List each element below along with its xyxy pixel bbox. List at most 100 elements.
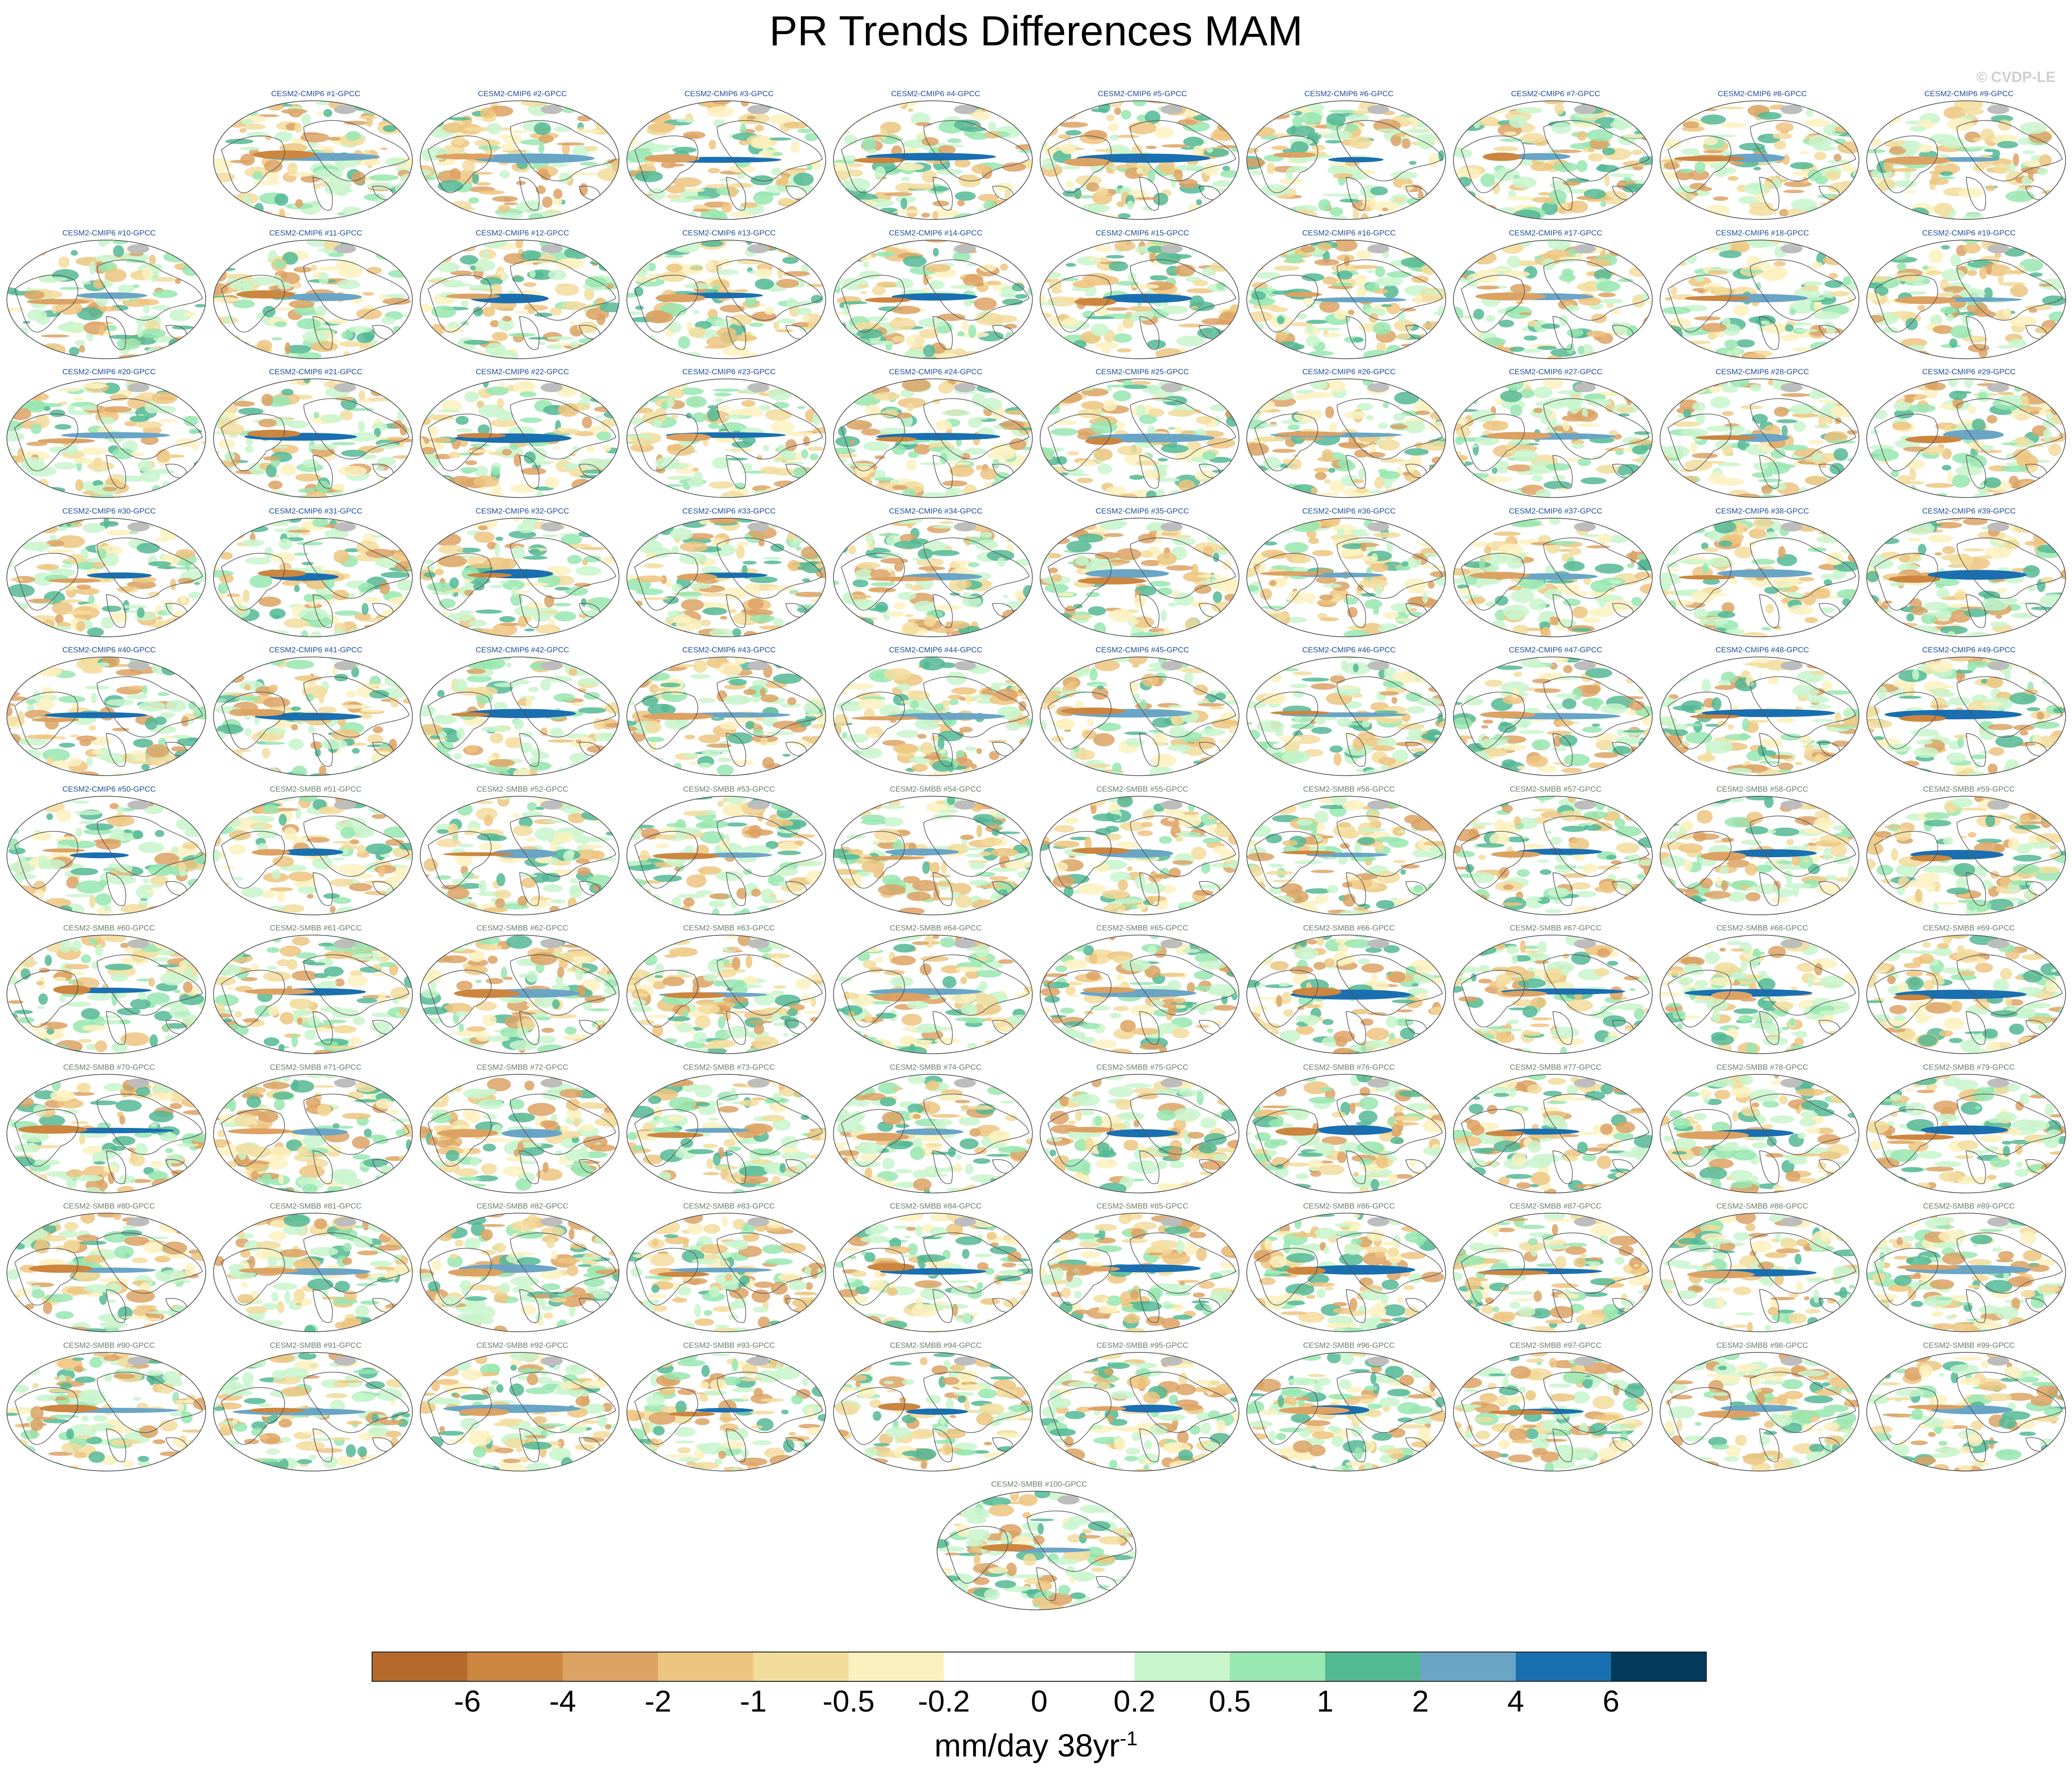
map-panel: CESM2-CMIP6 #35-GPCC xyxy=(1039,507,1246,644)
map-panel: CESM2-CMIP6 #1-GPCC xyxy=(212,89,419,227)
panel-label: CESM2-SMBB #60-GPCC xyxy=(63,924,155,932)
colorbar-tick-label: -4 xyxy=(549,1684,576,1718)
map-panel: CESM2-CMIP6 #38-GPCC xyxy=(1659,507,1866,644)
map-panel: CESM2-CMIP6 #23-GPCC xyxy=(625,367,833,505)
map-field xyxy=(833,378,1033,498)
panel-label: CESM2-SMBB #54-GPCC xyxy=(889,785,982,793)
panel-label: CESM2-CMIP6 #11-GPCC xyxy=(269,229,362,237)
map-panel: CESM2-SMBB #73-GPCC xyxy=(625,1063,833,1200)
map-panel: CESM2-CMIP6 #34-GPCC xyxy=(832,507,1039,644)
panel-label: CESM2-SMBB #69-GPCC xyxy=(1923,924,2015,932)
map-field xyxy=(833,1213,1033,1332)
panel-label: CESM2-CMIP6 #48-GPCC xyxy=(1715,646,1809,654)
panel-label: CESM2-SMBB #56-GPCC xyxy=(1303,785,1395,793)
map-field xyxy=(626,935,826,1054)
colorbar-swatch xyxy=(944,1652,1040,1681)
map-field xyxy=(213,1074,413,1193)
panel-label: CESM2-CMIP6 #30-GPCC xyxy=(62,507,156,515)
map-field xyxy=(420,656,619,776)
map-field xyxy=(420,796,619,915)
panel-label: CESM2-SMBB #83-GPCC xyxy=(683,1202,775,1210)
panel-label: CESM2-CMIP6 #7-GPCC xyxy=(1511,89,1601,98)
map-field xyxy=(1246,1074,1446,1193)
colorbar-swatch xyxy=(1516,1652,1612,1681)
map-field xyxy=(1660,1213,1859,1332)
map-field xyxy=(420,935,619,1054)
map-field xyxy=(1246,935,1446,1054)
map-panel: CESM2-CMIP6 #8-GPCC xyxy=(1659,89,1866,227)
map-field xyxy=(1866,1352,2066,1472)
map-panel: CESM2-SMBB #74-GPCC xyxy=(832,1063,1039,1200)
colorbar-swatch xyxy=(1420,1652,1516,1681)
panel-label: CESM2-SMBB #63-GPCC xyxy=(683,924,775,932)
panel-label: CESM2-CMIP6 #21-GPCC xyxy=(269,367,363,376)
panel-label: CESM2-CMIP6 #15-GPCC xyxy=(1095,229,1189,237)
map-panel: CESM2-CMIP6 #14-GPCC xyxy=(832,229,1039,366)
map-field xyxy=(1453,1074,1653,1193)
map-field xyxy=(1246,518,1446,637)
map-panel: CESM2-CMIP6 #13-GPCC xyxy=(625,229,833,366)
map-field xyxy=(420,240,619,359)
colorbar-tick-label: -6 xyxy=(454,1684,481,1718)
panel-label: CESM2-SMBB #81-GPCC xyxy=(269,1202,362,1210)
map-panel: CESM2-CMIP6 #11-GPCC xyxy=(212,229,419,366)
panel-label: CESM2-SMBB #68-GPCC xyxy=(1716,924,1809,932)
panel-label: CESM2-SMBB #86-GPCC xyxy=(1303,1202,1395,1210)
map-field xyxy=(1660,1074,1859,1193)
panel-label: CESM2-CMIP6 #12-GPCC xyxy=(475,229,570,237)
watermark: © CVDP-LE xyxy=(1976,69,2056,85)
map-panel: CESM2-SMBB #88-GPCC xyxy=(1659,1202,1866,1339)
map-field xyxy=(1040,378,1239,498)
panel-label: CESM2-SMBB #100-GPCC xyxy=(991,1480,1087,1488)
map-field xyxy=(213,796,413,915)
panel-label: CESM2-CMIP6 #47-GPCC xyxy=(1508,646,1603,654)
panel-label: CESM2-CMIP6 #40-GPCC xyxy=(62,646,156,654)
colorbar-tick-label: -0.5 xyxy=(822,1684,875,1718)
colorbar-tick-label: 4 xyxy=(1507,1684,1524,1718)
panel-label: CESM2-SMBB #59-GPCC xyxy=(1923,785,2015,793)
colorbar-swatch xyxy=(849,1652,944,1681)
colorbar-swatch xyxy=(467,1652,563,1681)
panel-label: CESM2-CMIP6 #17-GPCC xyxy=(1508,229,1603,237)
panel-label: CESM2-CMIP6 #29-GPCC xyxy=(1922,367,2016,376)
map-field xyxy=(626,100,826,220)
panel-label: CESM2-CMIP6 #1-GPCC xyxy=(271,89,361,98)
map-panel: CESM2-SMBB #77-GPCC xyxy=(1452,1063,1659,1200)
map-field xyxy=(213,935,413,1054)
panel-label: CESM2-SMBB #89-GPCC xyxy=(1923,1202,2015,1210)
panel-label: CESM2-SMBB #70-GPCC xyxy=(63,1063,155,1072)
map-panel: CESM2-SMBB #90-GPCC xyxy=(5,1341,213,1478)
map-panel: CESM2-SMBB #67-GPCC xyxy=(1452,924,1659,1061)
map-field xyxy=(6,378,206,498)
map-panel: CESM2-SMBB #94-GPCC xyxy=(832,1341,1039,1478)
map-panel: CESM2-SMBB #53-GPCC xyxy=(625,785,833,922)
panel-label: CESM2-SMBB #97-GPCC xyxy=(1509,1341,1602,1350)
map-panel: CESM2-SMBB #62-GPCC xyxy=(419,924,626,1061)
panel-label: CESM2-CMIP6 #25-GPCC xyxy=(1095,367,1189,376)
map-panel: CESM2-SMBB #71-GPCC xyxy=(212,1063,419,1200)
panel-label: CESM2-SMBB #90-GPCC xyxy=(63,1341,155,1350)
panel-label: CESM2-CMIP6 #27-GPCC xyxy=(1508,367,1603,376)
panel-label: CESM2-CMIP6 #9-GPCC xyxy=(1924,89,2014,98)
colorbar-tick-label: 6 xyxy=(1602,1684,1620,1718)
units-exponent: -1 xyxy=(1119,1727,1138,1750)
map-panel: CESM2-CMIP6 #24-GPCC xyxy=(832,367,1039,505)
map-panel: CESM2-SMBB #69-GPCC xyxy=(1865,924,2072,1061)
panel-label: CESM2-SMBB #98-GPCC xyxy=(1716,1341,1809,1350)
colorbar-tick-label: 0.2 xyxy=(1113,1684,1156,1718)
panel-label: CESM2-CMIP6 #10-GPCC xyxy=(62,229,156,237)
map-field xyxy=(213,1213,413,1332)
map-panel: CESM2-CMIP6 #42-GPCC xyxy=(419,646,626,783)
map-panel: CESM2-SMBB #85-GPCC xyxy=(1039,1202,1246,1339)
panel-label: CESM2-SMBB #61-GPCC xyxy=(269,924,362,932)
map-panel: CESM2-CMIP6 #40-GPCC xyxy=(5,646,213,783)
colorbar-tick-label: -2 xyxy=(644,1684,672,1718)
map-panel: CESM2-SMBB #83-GPCC xyxy=(625,1202,833,1339)
map-field xyxy=(1246,378,1446,498)
map-field xyxy=(6,1352,206,1472)
map-field xyxy=(1866,518,2066,637)
colorbar-tick-label: 2 xyxy=(1412,1684,1429,1718)
map-field xyxy=(1866,796,2066,915)
map-panel: CESM2-SMBB #68-GPCC xyxy=(1659,924,1866,1061)
panel-label: CESM2-SMBB #94-GPCC xyxy=(889,1341,982,1350)
